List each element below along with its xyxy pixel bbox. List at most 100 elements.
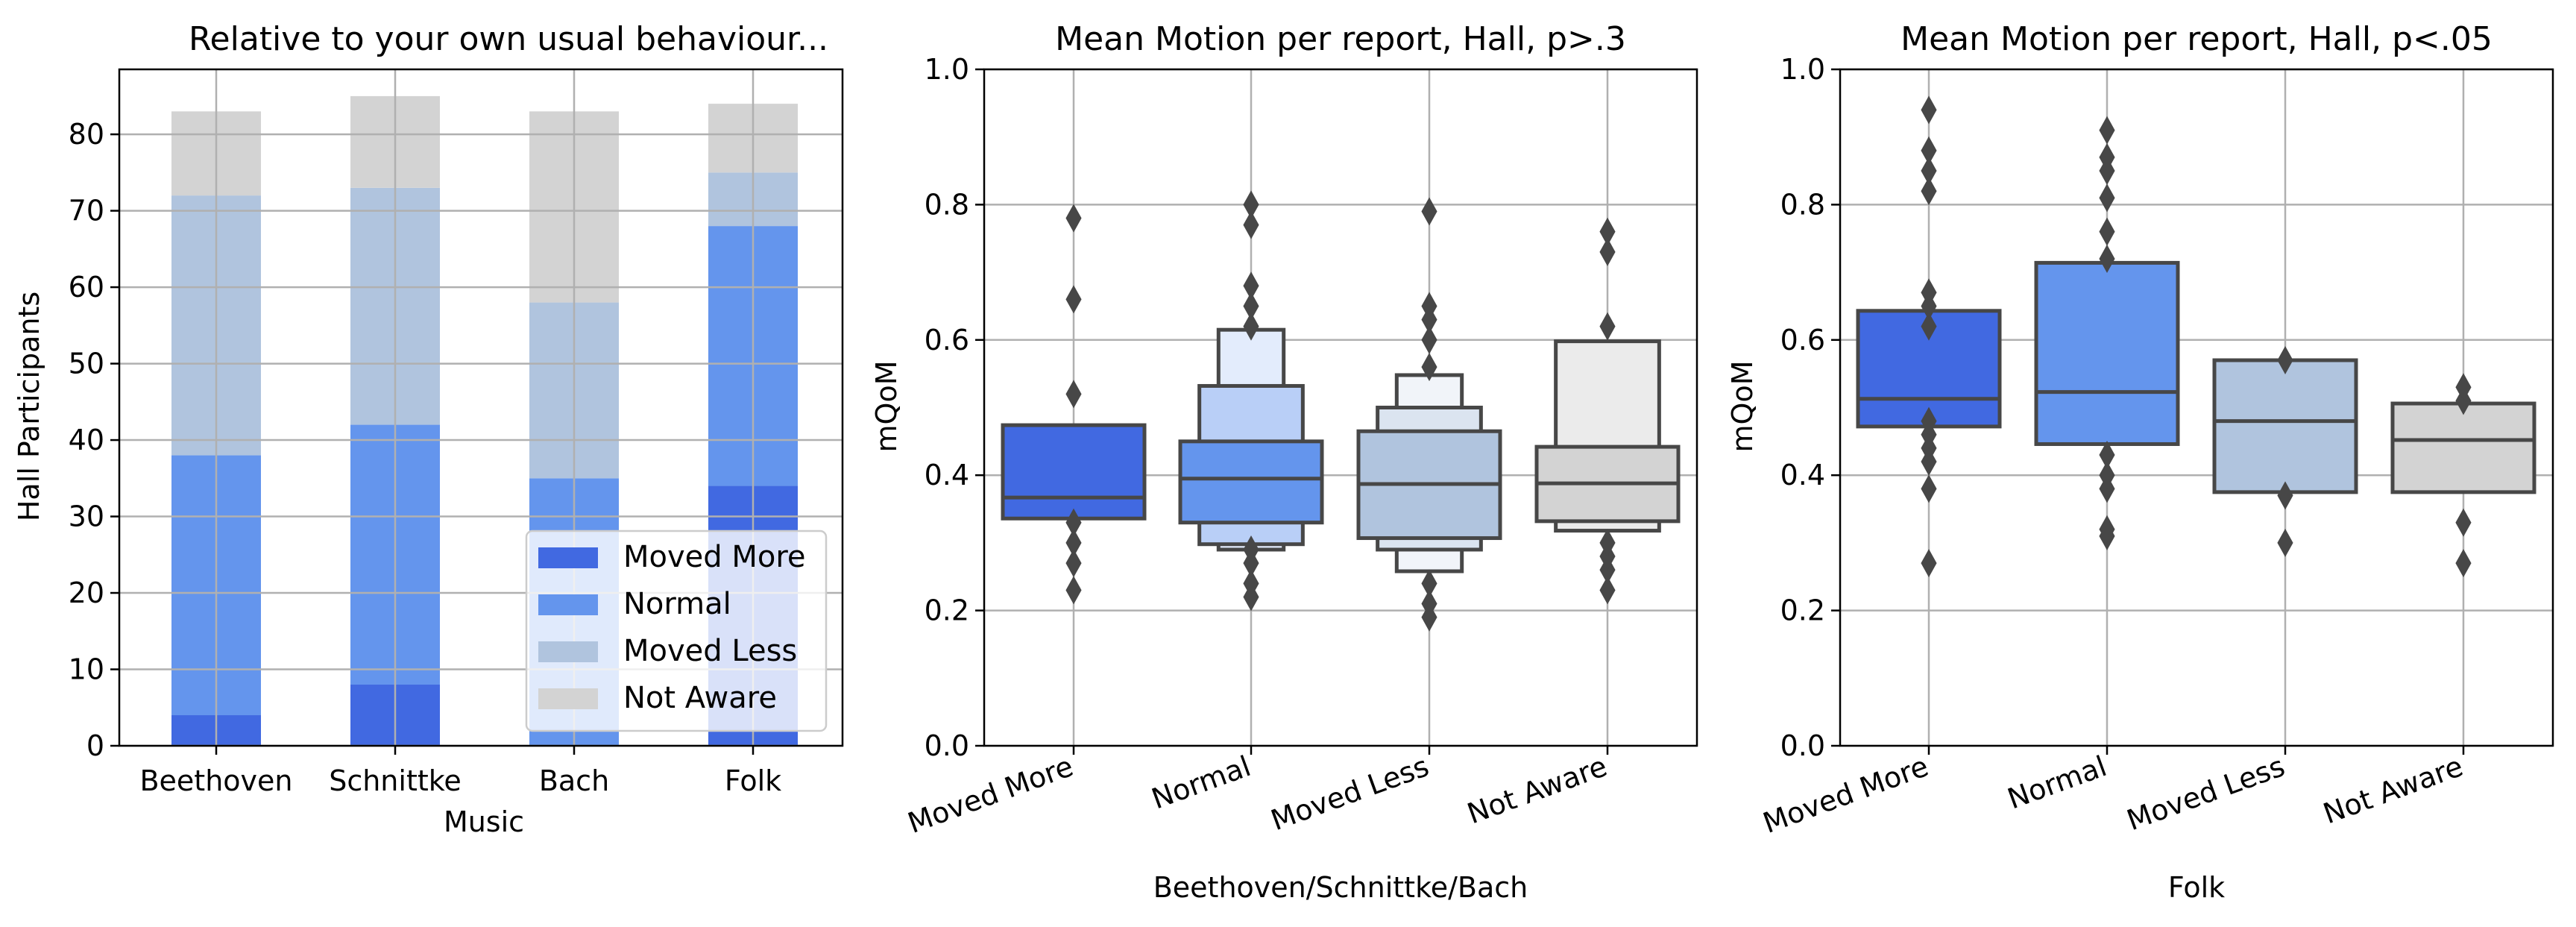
y-axis-label: Hall Participants xyxy=(13,292,45,521)
y-tick-label: 60 xyxy=(69,271,104,304)
legend-label: Not Aware xyxy=(623,681,777,715)
outlier-point xyxy=(1243,569,1259,598)
outlier-point xyxy=(1421,569,1437,598)
legend-swatch xyxy=(538,547,598,568)
x-axis-label: Beethoven/Schnittke/Bach xyxy=(1153,871,1528,904)
y-tick-label: 70 xyxy=(69,195,104,227)
outlier-point xyxy=(2099,515,2115,544)
outlier-point xyxy=(2099,116,2115,145)
outlier-point xyxy=(2277,528,2293,557)
y-tick-label: 0.4 xyxy=(1780,459,1825,491)
box xyxy=(2390,401,2536,494)
y-tick-label: 0.2 xyxy=(1780,594,1825,627)
outlier-point xyxy=(1243,190,1259,219)
outlier-point xyxy=(1599,528,1616,557)
plot-frame xyxy=(983,68,1698,747)
outlier-point xyxy=(2099,461,2115,490)
stacked-bar-chart: 0 10 20 30 40 50 60 70 80 Beethoven Schnittke Bach F… xyxy=(13,20,844,838)
outlier-point xyxy=(1921,312,1937,341)
plot-frame xyxy=(118,68,844,747)
outlier-point xyxy=(1599,576,1616,605)
y-tick-label: 0.2 xyxy=(925,594,969,627)
outlier-point xyxy=(1065,285,1082,314)
x-tick-label: Folk xyxy=(725,764,781,797)
legend-swatch xyxy=(538,688,598,709)
outlier-point xyxy=(1243,271,1259,301)
y-tick-label: 0.8 xyxy=(1780,188,1825,221)
outlier-point xyxy=(1065,528,1082,557)
y-tick-label: 0.0 xyxy=(925,729,969,762)
y-axis-label: mQoM xyxy=(870,361,903,453)
outlier-point xyxy=(1065,576,1082,605)
x-axis-label: Folk xyxy=(2168,871,2225,904)
outlier-point xyxy=(2455,549,2472,578)
y-tick-label: 20 xyxy=(69,576,104,609)
outlier-point xyxy=(2455,373,2472,402)
outlier-point xyxy=(2099,183,2115,213)
boxen-level xyxy=(1001,423,1147,521)
y-tick-label: 80 xyxy=(69,118,104,151)
boxen-level xyxy=(1178,439,1324,525)
y-tick-label: 0 xyxy=(86,729,104,762)
outlier-point xyxy=(2277,481,2293,510)
x-axis-label: Music xyxy=(444,805,524,838)
outlier-point xyxy=(1599,237,1616,266)
outlier-point xyxy=(2099,440,2115,470)
outlier-point xyxy=(1421,353,1437,382)
outlier-point xyxy=(1921,278,1937,307)
x-tick-label: Beethoven xyxy=(139,764,292,797)
outlier-point xyxy=(1599,312,1616,341)
outlier-point xyxy=(1065,549,1082,578)
outlier-point xyxy=(2455,508,2472,537)
outlier-point xyxy=(1421,325,1437,354)
outlier-point xyxy=(2099,217,2115,246)
chart-title: Mean Motion per report, Hall, p>.3 xyxy=(1055,20,1626,58)
y-tick-label: 1.0 xyxy=(1780,53,1825,86)
outlier-point xyxy=(1921,177,1937,206)
outlier-point xyxy=(1243,535,1259,564)
legend-swatch xyxy=(538,641,598,662)
outlier-point xyxy=(2099,142,2115,172)
y-tick-label: 10 xyxy=(69,653,104,686)
y-tick-label: 40 xyxy=(69,424,104,456)
legend-box xyxy=(525,530,828,732)
y-tick-label: 50 xyxy=(69,348,104,380)
outlier-point xyxy=(1599,217,1616,246)
legend-label: Moved More xyxy=(623,540,806,574)
outlier-point xyxy=(1921,474,1937,503)
y-tick-label: 0.6 xyxy=(1780,324,1825,356)
outlier-point xyxy=(1421,292,1437,321)
box xyxy=(2034,260,2180,446)
outlier-point xyxy=(1921,95,1937,125)
outlier-point xyxy=(2099,244,2115,273)
outlier-point xyxy=(1243,210,1259,239)
y-tick-label: 0.0 xyxy=(1780,729,1825,762)
outlier-point xyxy=(1065,380,1082,409)
outlier-point xyxy=(1065,204,1082,233)
outlier-point xyxy=(1921,136,1937,165)
outlier-point xyxy=(1921,406,1937,436)
outlier-point xyxy=(1921,157,1937,186)
y-axis-label: mQoM xyxy=(1726,361,1759,453)
x-tick-label: Bach xyxy=(539,764,609,797)
outlier-point xyxy=(1421,197,1437,226)
y-tick-label: 0.4 xyxy=(925,459,969,491)
y-tick-label: 0.8 xyxy=(925,188,969,221)
y-tick-label: 0.6 xyxy=(925,324,969,356)
chart-title: Mean Motion per report, Hall, p<.05 xyxy=(1900,20,2492,58)
chart-title: Relative to your own usual behaviour... xyxy=(189,20,828,58)
y-tick-label: 1.0 xyxy=(925,53,969,86)
outlier-point xyxy=(1421,589,1437,618)
legend-label: Normal xyxy=(623,587,731,621)
legend-swatch xyxy=(538,594,598,615)
outlier-point xyxy=(2277,345,2293,375)
box xyxy=(2212,358,2358,494)
legend-label: Moved Less xyxy=(623,634,797,668)
outlier-point xyxy=(1243,292,1259,321)
y-tick-label: 30 xyxy=(69,500,104,533)
x-tick-label: Schnittke xyxy=(329,764,462,797)
outlier-point xyxy=(1921,549,1937,578)
outlier-point xyxy=(1243,312,1259,341)
outlier-point xyxy=(1065,508,1082,537)
